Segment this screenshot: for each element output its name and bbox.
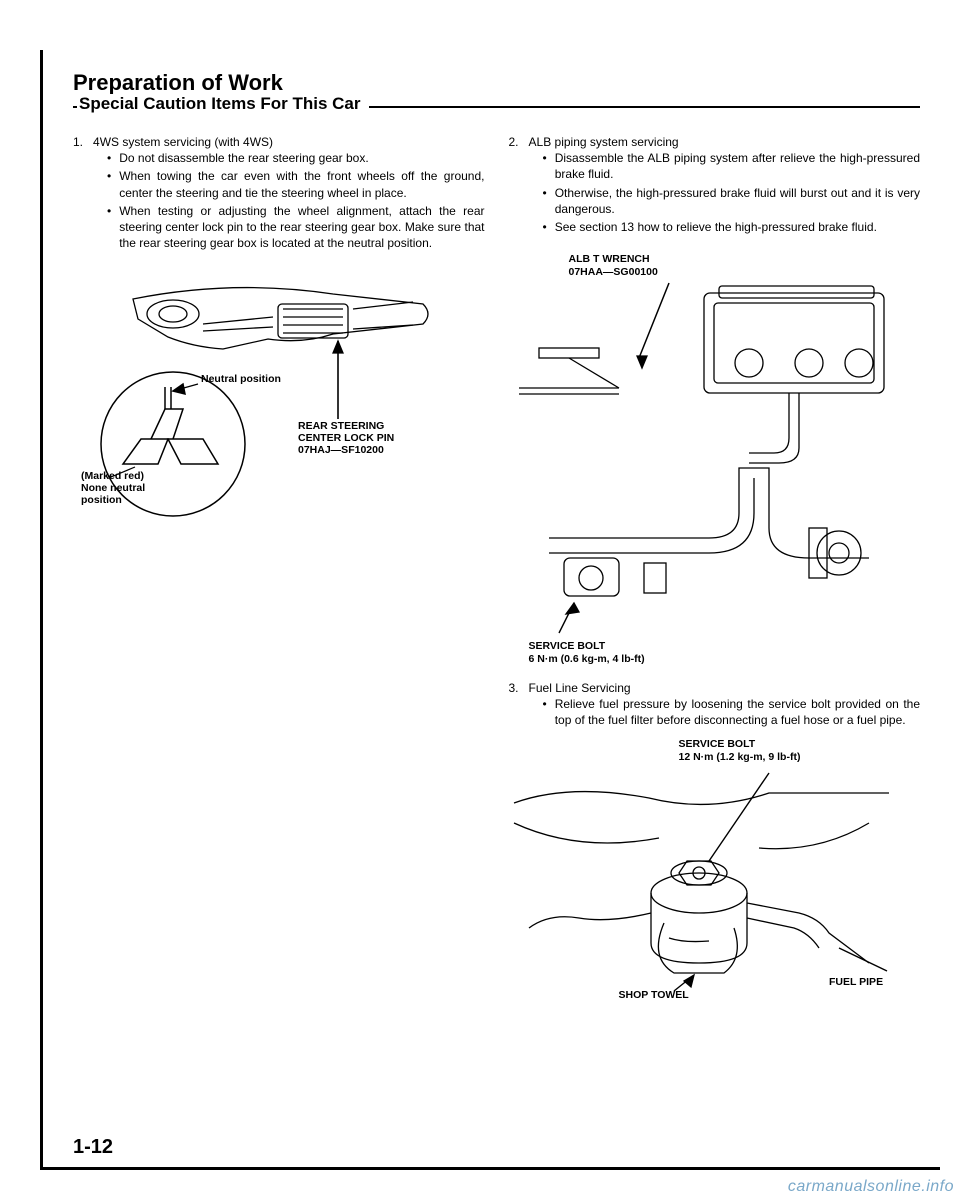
rear-steering-l3: 07HAJ—SF10200 [298,444,384,456]
item-1-head: 4WS system servicing (with 4WS) [93,134,484,150]
item-1-bullet-2: When towing the car even with the front … [119,168,484,200]
steering-diagram-svg: Neutral position (Marked red) None neutr… [73,269,453,529]
page-number: 1-12 [73,1136,113,1159]
alb-diagram-svg [509,278,909,658]
item-1-bullet-1: Do not disassemble the rear steering gea… [119,150,368,166]
item-3-number: 3. [509,680,519,731]
item-2-bullet-2: Otherwise, the high-pressured brake flui… [555,185,920,217]
right-column: 2. ALB piping system servicing •Disassem… [509,134,921,1016]
figure-steering-gear: Neutral position (Marked red) None neutr… [73,269,485,529]
section-title: Special Caution Items For This Car [77,94,369,114]
watermark: carmanualsonline.info [788,1178,954,1196]
item-2-bullet-3: See section 13 how to relieve the high-p… [555,219,877,235]
fuel-pipe-label: FUEL PIPE [829,976,883,988]
fuel-diagram-svg: FUEL PIPE [509,763,909,993]
item-2-number: 2. [509,134,519,237]
item-1-number: 1. [73,134,83,253]
item-3: 3. Fuel Line Servicing •Relieve fuel pre… [509,680,921,731]
two-column-layout: 1. 4WS system servicing (with 4WS) •Do n… [73,108,920,1016]
main-title: Preparation of Work [73,70,920,96]
item-2: 2. ALB piping system servicing •Disassem… [509,134,921,237]
page-frame: Preparation of Work Special Caution Item… [40,50,940,1170]
rear-steering-l2: CENTER LOCK PIN [298,432,394,444]
item-3-head: Fuel Line Servicing [529,680,920,696]
figure-fuel-filter: SERVICE BOLT 12 N·m (1.2 kg-m, 9 lb-ft) [509,738,921,1002]
shop-towel-label: SHOP TOWEL [619,989,921,1002]
rear-steering-l1: REAR STEERING [298,420,384,432]
fuel-bolt-l1: SERVICE BOLT [679,738,756,750]
item-3-bullets: •Relieve fuel pressure by loosening the … [529,696,920,728]
item-1: 1. 4WS system servicing (with 4WS) •Do n… [73,134,485,253]
marked-red-l3: position [81,494,122,506]
item-1-bullet-3: When testing or adjusting the wheel alig… [119,203,484,252]
service-bolt-alb-l1: SERVICE BOLT [529,640,606,652]
item-3-bullet-1: Relieve fuel pressure by loosening the s… [555,696,920,728]
item-2-bullet-1: Disassemble the ALB piping system after … [555,150,920,182]
svg-text:(Marked red) Non: (Marked red) None neutral position [81,470,148,506]
svg-text:REAR STEERING CE: REAR STEERING CENTER LOCK PIN 07HAJ—SF10… [298,420,397,456]
marked-red-l1: (Marked red) [81,470,144,482]
svg-text:Neutral position: Neutral position [201,373,281,385]
alb-wrench-l2: 07HAA—SG00100 [569,266,658,278]
figure-alb-system: ALB T WRENCH 07HAA—SG00100 [509,253,921,665]
neutral-label: Neutral position [201,373,281,385]
left-column: 1. 4WS system servicing (with 4WS) •Do n… [73,134,485,1016]
fuel-bolt-l2: 12 N·m (1.2 kg-m, 9 lb-ft) [679,751,801,763]
item-1-bullets: •Do not disassemble the rear steering ge… [93,150,484,251]
item-2-head: ALB piping system servicing [529,134,920,150]
marked-red-l2: None neutral [81,482,145,494]
section-frame: Special Caution Items For This Car 1. 4W… [73,106,920,1016]
service-bolt-alb-l2: 6 N·m (0.6 kg-m, 4 lb-ft) [529,653,645,665]
alb-wrench-l1: ALB T WRENCH [569,253,650,265]
item-2-bullets: •Disassemble the ALB piping system after… [529,150,920,235]
